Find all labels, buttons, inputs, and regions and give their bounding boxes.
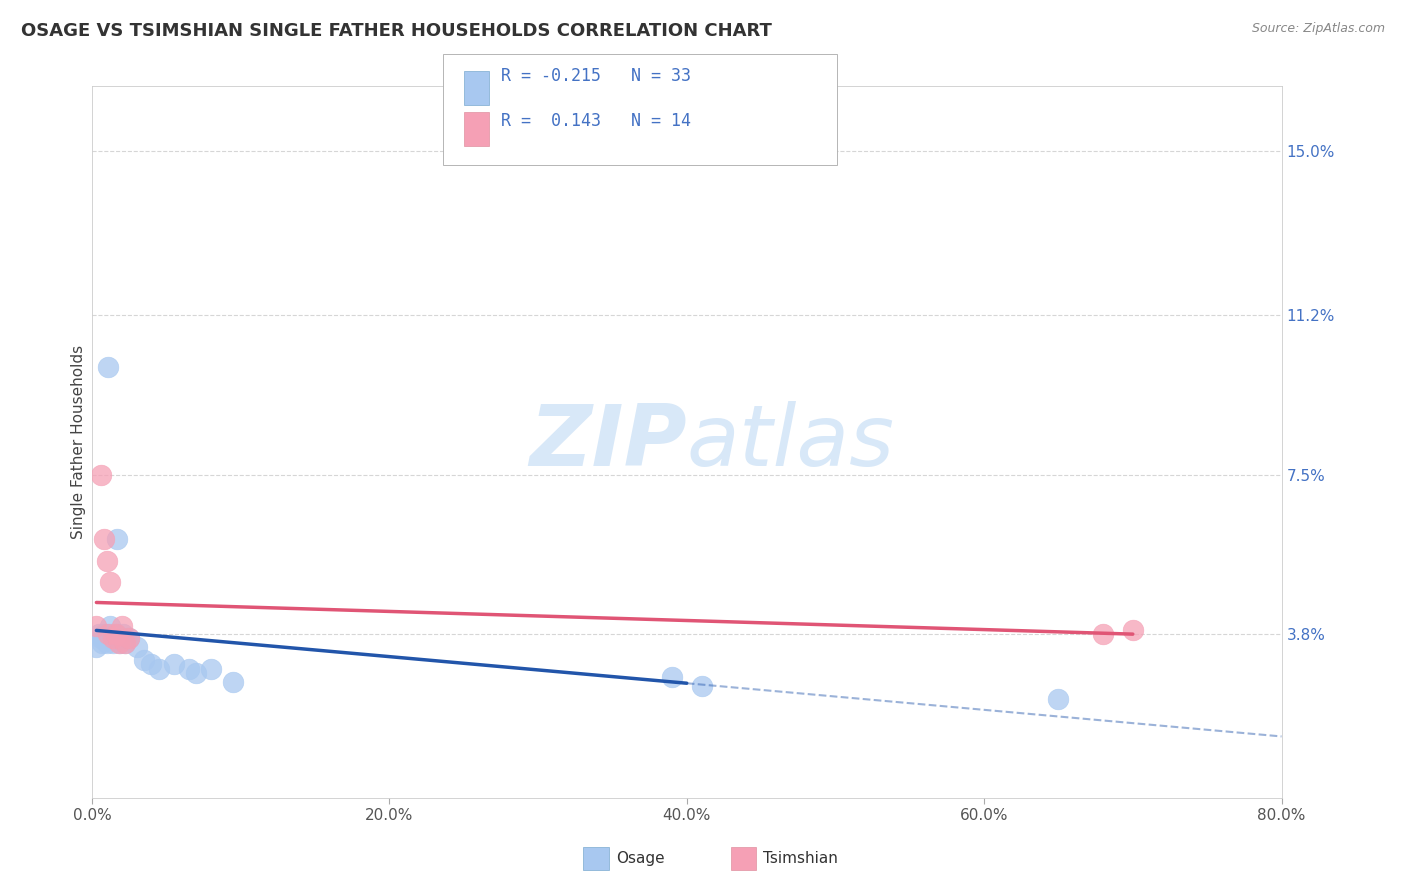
Point	[141, 657, 163, 672]
Point	[104, 627, 127, 641]
Point	[97, 359, 120, 374]
Point	[100, 627, 122, 641]
Point	[105, 533, 128, 547]
Text: Osage: Osage	[616, 851, 665, 866]
Point	[97, 627, 120, 641]
Point	[184, 665, 207, 680]
Point	[222, 674, 245, 689]
Point	[86, 640, 108, 654]
Point	[103, 632, 125, 646]
Point	[114, 636, 136, 650]
Point	[661, 670, 683, 684]
Point	[177, 662, 200, 676]
Point	[108, 636, 131, 650]
Y-axis label: Single Father Households: Single Father Households	[72, 345, 86, 540]
Point	[115, 632, 138, 646]
Point	[93, 533, 115, 547]
Point	[1047, 691, 1070, 706]
Point	[111, 632, 134, 646]
Point	[91, 636, 114, 650]
Point	[96, 636, 118, 650]
Point	[107, 636, 129, 650]
Text: Source: ZipAtlas.com: Source: ZipAtlas.com	[1251, 22, 1385, 36]
Point	[101, 636, 124, 650]
Point	[101, 632, 124, 646]
Point	[118, 632, 141, 646]
Text: Tsimshian: Tsimshian	[763, 851, 838, 866]
Point	[125, 640, 148, 654]
Point	[114, 636, 136, 650]
Point	[112, 627, 135, 641]
Point	[86, 618, 108, 632]
Text: R =  0.143   N = 14: R = 0.143 N = 14	[501, 112, 690, 129]
Text: ZIP: ZIP	[529, 401, 686, 483]
Point	[104, 627, 127, 641]
Point	[96, 554, 118, 568]
Point	[1122, 623, 1144, 637]
Point	[107, 632, 129, 646]
Point	[98, 618, 121, 632]
Point	[132, 653, 155, 667]
Point	[94, 632, 117, 646]
Point	[98, 575, 121, 590]
Point	[111, 618, 134, 632]
Point	[89, 627, 111, 641]
Point	[200, 662, 222, 676]
Text: R = -0.215   N = 33: R = -0.215 N = 33	[501, 67, 690, 85]
Point	[1092, 627, 1115, 641]
Text: OSAGE VS TSIMSHIAN SINGLE FATHER HOUSEHOLDS CORRELATION CHART: OSAGE VS TSIMSHIAN SINGLE FATHER HOUSEHO…	[21, 22, 772, 40]
Point	[90, 467, 112, 482]
Text: atlas: atlas	[686, 401, 894, 483]
Point	[93, 627, 115, 641]
Point	[118, 632, 141, 646]
Point	[163, 657, 186, 672]
Point	[90, 632, 112, 646]
Point	[690, 679, 713, 693]
Point	[148, 662, 170, 676]
